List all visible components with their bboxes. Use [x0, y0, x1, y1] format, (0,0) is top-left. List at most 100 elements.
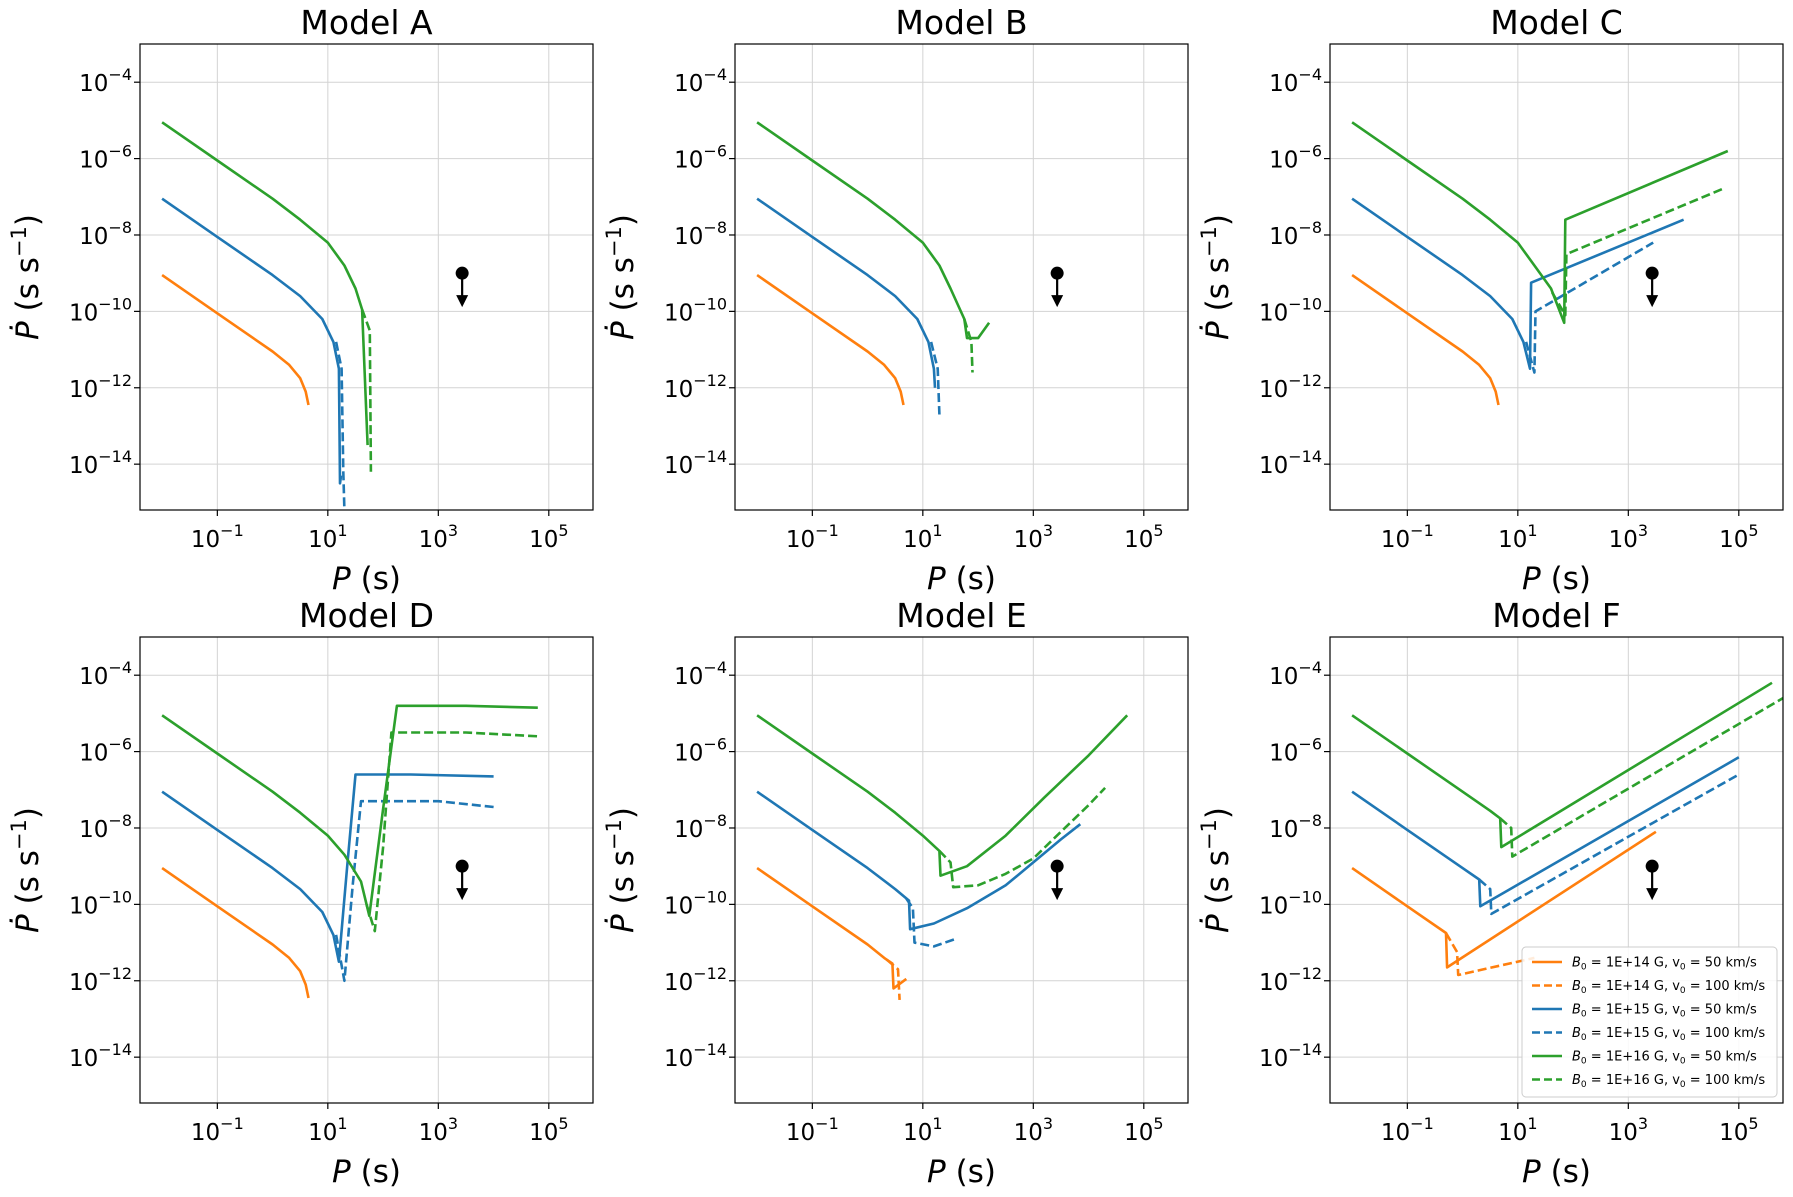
series-line-orange-dashed [886, 958, 901, 1000]
series-line-blue-dashed [1524, 241, 1654, 374]
y-tick-label: 10−12 [1259, 964, 1322, 996]
plot-frame [1329, 43, 1784, 511]
y-tick-label: 10−6 [79, 735, 132, 767]
x-tick-label: 103 [1014, 1114, 1053, 1146]
x-tick-label: 103 [1609, 521, 1648, 553]
panel-title: Model E [896, 596, 1026, 635]
y-tick-label: 10−14 [69, 447, 132, 479]
y-axis-label: Ṗ (s s−1) [7, 807, 46, 933]
x-tick-label: 101 [308, 521, 347, 553]
x-tick-label: 10−1 [786, 1114, 839, 1146]
panel-title: Model D [299, 596, 434, 635]
y-tick-label: 10−12 [1259, 371, 1322, 403]
x-tick-label: 105 [1124, 521, 1163, 553]
legend-entry: B0 = 1E+14 G, v0 = 50 km/s [1572, 956, 1757, 973]
series-line-orange-solid [756, 274, 905, 406]
x-axis-label: P (s) [1522, 1154, 1591, 1190]
y-axis-label: Ṗ (s s−1) [602, 214, 641, 340]
panel-3: 10−1 101 103 105 10−14 10−12 10−10 10−8 10−6 10−4… [1197, 3, 1784, 597]
series-line-blue-solid [1351, 197, 1685, 370]
series-line-green-dashed [963, 318, 974, 373]
upper-limit-marker [1050, 266, 1064, 308]
plot-frame [139, 43, 594, 511]
plot-frame [734, 43, 1189, 511]
series-line-blue-solid [161, 197, 343, 485]
panel-title: Model C [1490, 3, 1623, 42]
y-tick-label: 10−14 [1259, 1040, 1322, 1072]
x-tick-label: 103 [1609, 1114, 1648, 1146]
x-tick-label: 105 [529, 521, 568, 553]
x-tick-label: 103 [419, 1114, 458, 1146]
x-tick-label: 105 [529, 1114, 568, 1146]
y-tick-label: 10−6 [674, 142, 727, 174]
series-line-blue-solid [756, 790, 1082, 931]
series-line-green-solid [161, 121, 369, 446]
plot-frame [1329, 636, 1784, 1104]
x-tick-label: 10−1 [786, 521, 839, 553]
y-tick-label: 10−10 [1259, 887, 1322, 919]
y-axis-label: Ṗ (s s−1) [1197, 807, 1236, 933]
y-tick-label: 10−4 [674, 658, 727, 690]
series-line-green-dashed [938, 787, 1107, 889]
x-axis-label: P (s) [1522, 561, 1591, 597]
y-tick-label: 10−8 [1269, 218, 1322, 250]
series-line-green-solid [161, 704, 538, 918]
series-line-blue-dashed [1478, 773, 1740, 916]
y-tick-label: 10−6 [79, 142, 132, 174]
series-line-green-solid [756, 121, 991, 340]
series-line-blue-dashed [929, 341, 941, 415]
series-line-blue-solid [161, 773, 494, 963]
upper-limit-marker [1645, 266, 1659, 308]
x-tick-label: 101 [308, 1114, 347, 1146]
y-axis-label: Ṗ (s s−1) [602, 807, 641, 933]
x-tick-label: 101 [903, 1114, 942, 1146]
legend-entry: B0 = 1E+15 G, v0 = 50 km/s [1572, 1003, 1757, 1020]
y-tick-label: 10−12 [69, 371, 132, 403]
y-tick-label: 10−4 [1269, 65, 1322, 97]
series-line-green-dashed [360, 309, 373, 472]
panel-title: Model F [1492, 596, 1621, 635]
y-tick-label: 10−14 [69, 1040, 132, 1072]
x-tick-label: 105 [1719, 1114, 1758, 1146]
x-tick-label: 101 [1498, 1114, 1537, 1146]
legend: B0 = 1E+14 G, v0 = 50 km/s B0 = 1E+14 G, … [1521, 946, 1778, 1098]
series-line-orange-dashed [1444, 932, 1535, 977]
upper-limit-marker [1645, 859, 1659, 901]
legend-entry: B0 = 1E+15 G, v0 = 100 km/s [1572, 1026, 1765, 1043]
x-tick-label: 10−1 [1381, 521, 1434, 553]
y-tick-label: 10−6 [1269, 142, 1322, 174]
legend-entry: B0 = 1E+16 G, v0 = 100 km/s [1572, 1073, 1765, 1090]
x-axis-label: P (s) [927, 1154, 996, 1190]
y-tick-label: 10−10 [1259, 294, 1322, 326]
panel-4: 10−1 101 103 105 10−14 10−12 10−10 10−8 10−6 10−4… [7, 596, 594, 1190]
y-tick-label: 10−8 [1269, 811, 1322, 843]
y-axis-label: Ṗ (s s−1) [7, 214, 46, 340]
x-tick-label: 10−1 [191, 1114, 244, 1146]
x-tick-label: 101 [903, 521, 942, 553]
y-tick-label: 10−14 [1259, 447, 1322, 479]
y-tick-label: 10−12 [664, 964, 727, 996]
panel-title: Model B [895, 3, 1027, 42]
x-axis-label: P (s) [332, 561, 401, 597]
upper-limit-marker [1050, 859, 1064, 901]
x-axis-label: P (s) [332, 1154, 401, 1190]
x-tick-label: 103 [1014, 521, 1053, 553]
y-tick-label: 10−10 [664, 887, 727, 919]
series-line-blue-solid [756, 197, 937, 388]
y-tick-label: 10−4 [674, 65, 727, 97]
y-tick-label: 10−8 [79, 218, 132, 250]
upper-limit-marker [455, 266, 469, 308]
y-tick-label: 10−6 [674, 735, 727, 767]
y-axis-label: Ṗ (s s−1) [1197, 214, 1236, 340]
y-tick-label: 10−8 [674, 811, 727, 843]
y-tick-label: 10−4 [1269, 658, 1322, 690]
series-line-green-solid [1351, 681, 1773, 849]
y-tick-label: 10−14 [664, 1040, 727, 1072]
panel-2: 10−1 101 103 105 10−14 10−12 10−10 10−8 10−6 10−4… [602, 3, 1189, 597]
series-line-green-dashed [365, 731, 538, 933]
y-tick-label: 10−12 [69, 964, 132, 996]
plot-frame [734, 636, 1189, 1104]
y-tick-label: 10−10 [69, 887, 132, 919]
upper-limit-marker [455, 859, 469, 901]
series-line-orange-solid [161, 867, 310, 999]
